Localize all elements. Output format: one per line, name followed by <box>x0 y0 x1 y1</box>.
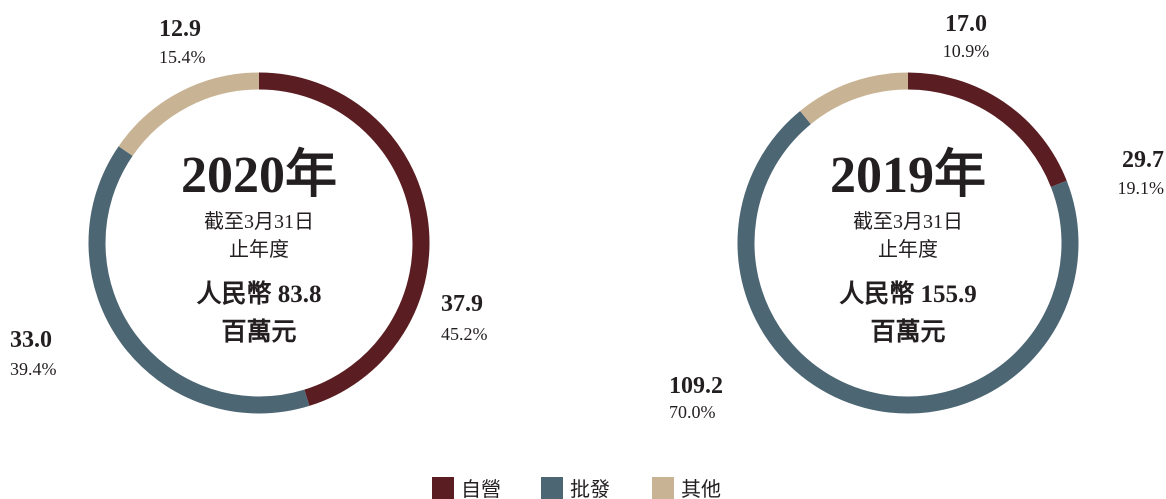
legend-label: 其他 <box>681 478 721 499</box>
center-title-2020: 2020年 <box>181 146 337 204</box>
center-total-line1-2019: 人民幣 155.9 <box>839 280 977 308</box>
legend-label: 批發 <box>570 478 610 499</box>
legend-swatch <box>432 477 454 499</box>
center-subtitle-line2-2020: 止年度 <box>229 238 289 261</box>
legend: 自營 批發 其他 <box>432 477 721 499</box>
legend-label: 自營 <box>461 478 501 499</box>
center-subtitle-line1-2019: 截至3月31日 <box>853 210 963 233</box>
legend-swatch <box>652 477 674 499</box>
donut-slice-批發 <box>88 146 310 414</box>
donut-ring-2019 <box>737 72 1079 414</box>
slice-value-label: 17.0 <box>945 11 987 37</box>
slice-percent-label: 15.4% <box>159 47 206 67</box>
slice-percent-label: 39.4% <box>10 359 57 379</box>
center-total-line2-2019: 百萬元 <box>870 318 945 346</box>
donut-slice-其他 <box>800 72 909 125</box>
center-subtitle-line1-2020: 截至3月31日 <box>204 210 314 233</box>
center-total-line2-2020: 百萬元 <box>221 318 296 346</box>
slice-percent-label: 45.2% <box>441 324 488 344</box>
chart-2019: 2019年 截至3月31日 止年度 人民幣 155.9 百萬元 29.7 19.… <box>669 11 1164 422</box>
slice-percent-label: 10.9% <box>943 41 990 61</box>
slice-value-label: 109.2 <box>669 373 723 399</box>
center-subtitle-line2-2019: 止年度 <box>878 238 938 261</box>
slice-value-label: 37.9 <box>441 291 483 317</box>
donut-slice-自營 <box>907 72 1067 188</box>
center-total-line1-2020: 人民幣 83.8 <box>196 280 321 308</box>
legend-swatch <box>541 477 563 499</box>
slice-value-label: 29.7 <box>1122 147 1164 173</box>
slice-percent-label: 70.0% <box>669 402 716 422</box>
slice-value-label: 12.9 <box>159 16 201 42</box>
donut-slice-批發 <box>737 110 1079 414</box>
chart-2020: 2020年 截至3月31日 止年度 人民幣 83.8 百萬元 37.9 45.2… <box>10 16 488 414</box>
center-title-2019: 2019年 <box>830 146 986 204</box>
donut-slice-自營 <box>258 72 430 406</box>
slice-value-label: 33.0 <box>10 327 52 353</box>
donut-slice-其他 <box>118 72 260 156</box>
slice-percent-label: 19.1% <box>1118 178 1165 198</box>
donut-ring-2020 <box>88 72 430 414</box>
